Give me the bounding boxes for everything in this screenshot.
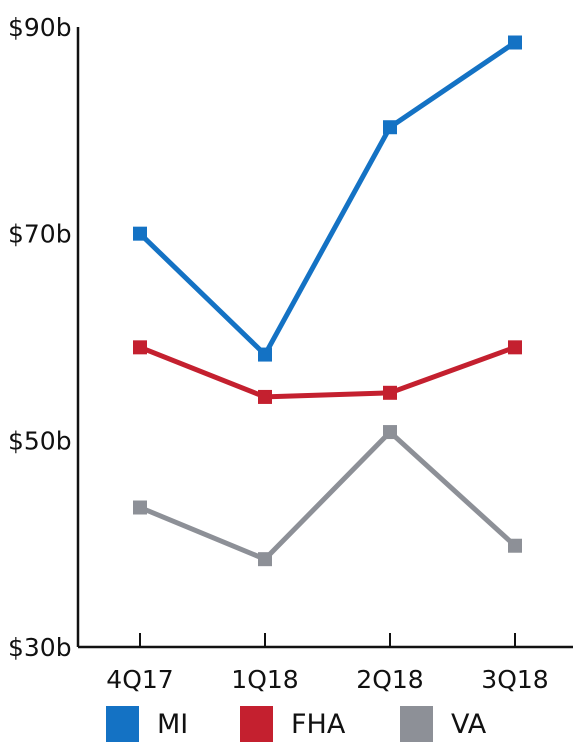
- data-point-fha: [133, 340, 147, 355]
- x-tick-label: 2Q18: [356, 665, 423, 694]
- series-layer: [133, 35, 522, 567]
- data-point-fha: [258, 389, 272, 404]
- series-line-mi: [138, 40, 517, 358]
- legend-label-mi: MI: [157, 708, 189, 740]
- data-point-va: [133, 500, 147, 515]
- legend-swatch-fha: [240, 706, 273, 742]
- line-chart: $30b $50b $70b $90b 4Q17 1Q18 2Q18 3Q18: [8, 13, 573, 694]
- y-tick-label: $90b: [8, 13, 72, 42]
- data-point-mi: [258, 347, 272, 362]
- data-point-mi: [133, 226, 147, 241]
- y-tick-label: $50b: [8, 426, 72, 455]
- y-axis-ticks: $30b $50b $70b $90b: [8, 13, 72, 662]
- data-point-fha: [508, 340, 522, 355]
- legend-item-fha: FHA: [240, 706, 345, 742]
- legend-swatch-mi: [106, 706, 139, 742]
- x-axis-ticks: 4Q17 1Q18 2Q18 3Q18: [106, 633, 549, 694]
- data-point-fha: [383, 385, 397, 400]
- legend-item-mi: MI: [106, 706, 188, 742]
- data-point-va: [508, 538, 522, 553]
- series-line-va: [139, 429, 517, 562]
- legend-item-va: VA: [400, 706, 486, 742]
- data-point-va: [383, 425, 397, 440]
- x-tick-label: 1Q18: [231, 665, 298, 694]
- data-point-mi: [383, 120, 397, 135]
- legend-label-va: VA: [451, 708, 487, 740]
- data-point-va: [258, 552, 272, 567]
- x-tick-label: 4Q17: [106, 665, 173, 694]
- y-tick-label: $70b: [8, 220, 72, 249]
- x-tick-label: 3Q18: [481, 665, 548, 694]
- legend-swatch-va: [400, 706, 433, 742]
- legend: MI FHA VA: [0, 700, 573, 742]
- legend-label-fha: FHA: [291, 708, 346, 740]
- data-point-mi: [508, 35, 522, 50]
- y-tick-label: $30b: [8, 633, 72, 662]
- series-line-fha: [139, 344, 516, 400]
